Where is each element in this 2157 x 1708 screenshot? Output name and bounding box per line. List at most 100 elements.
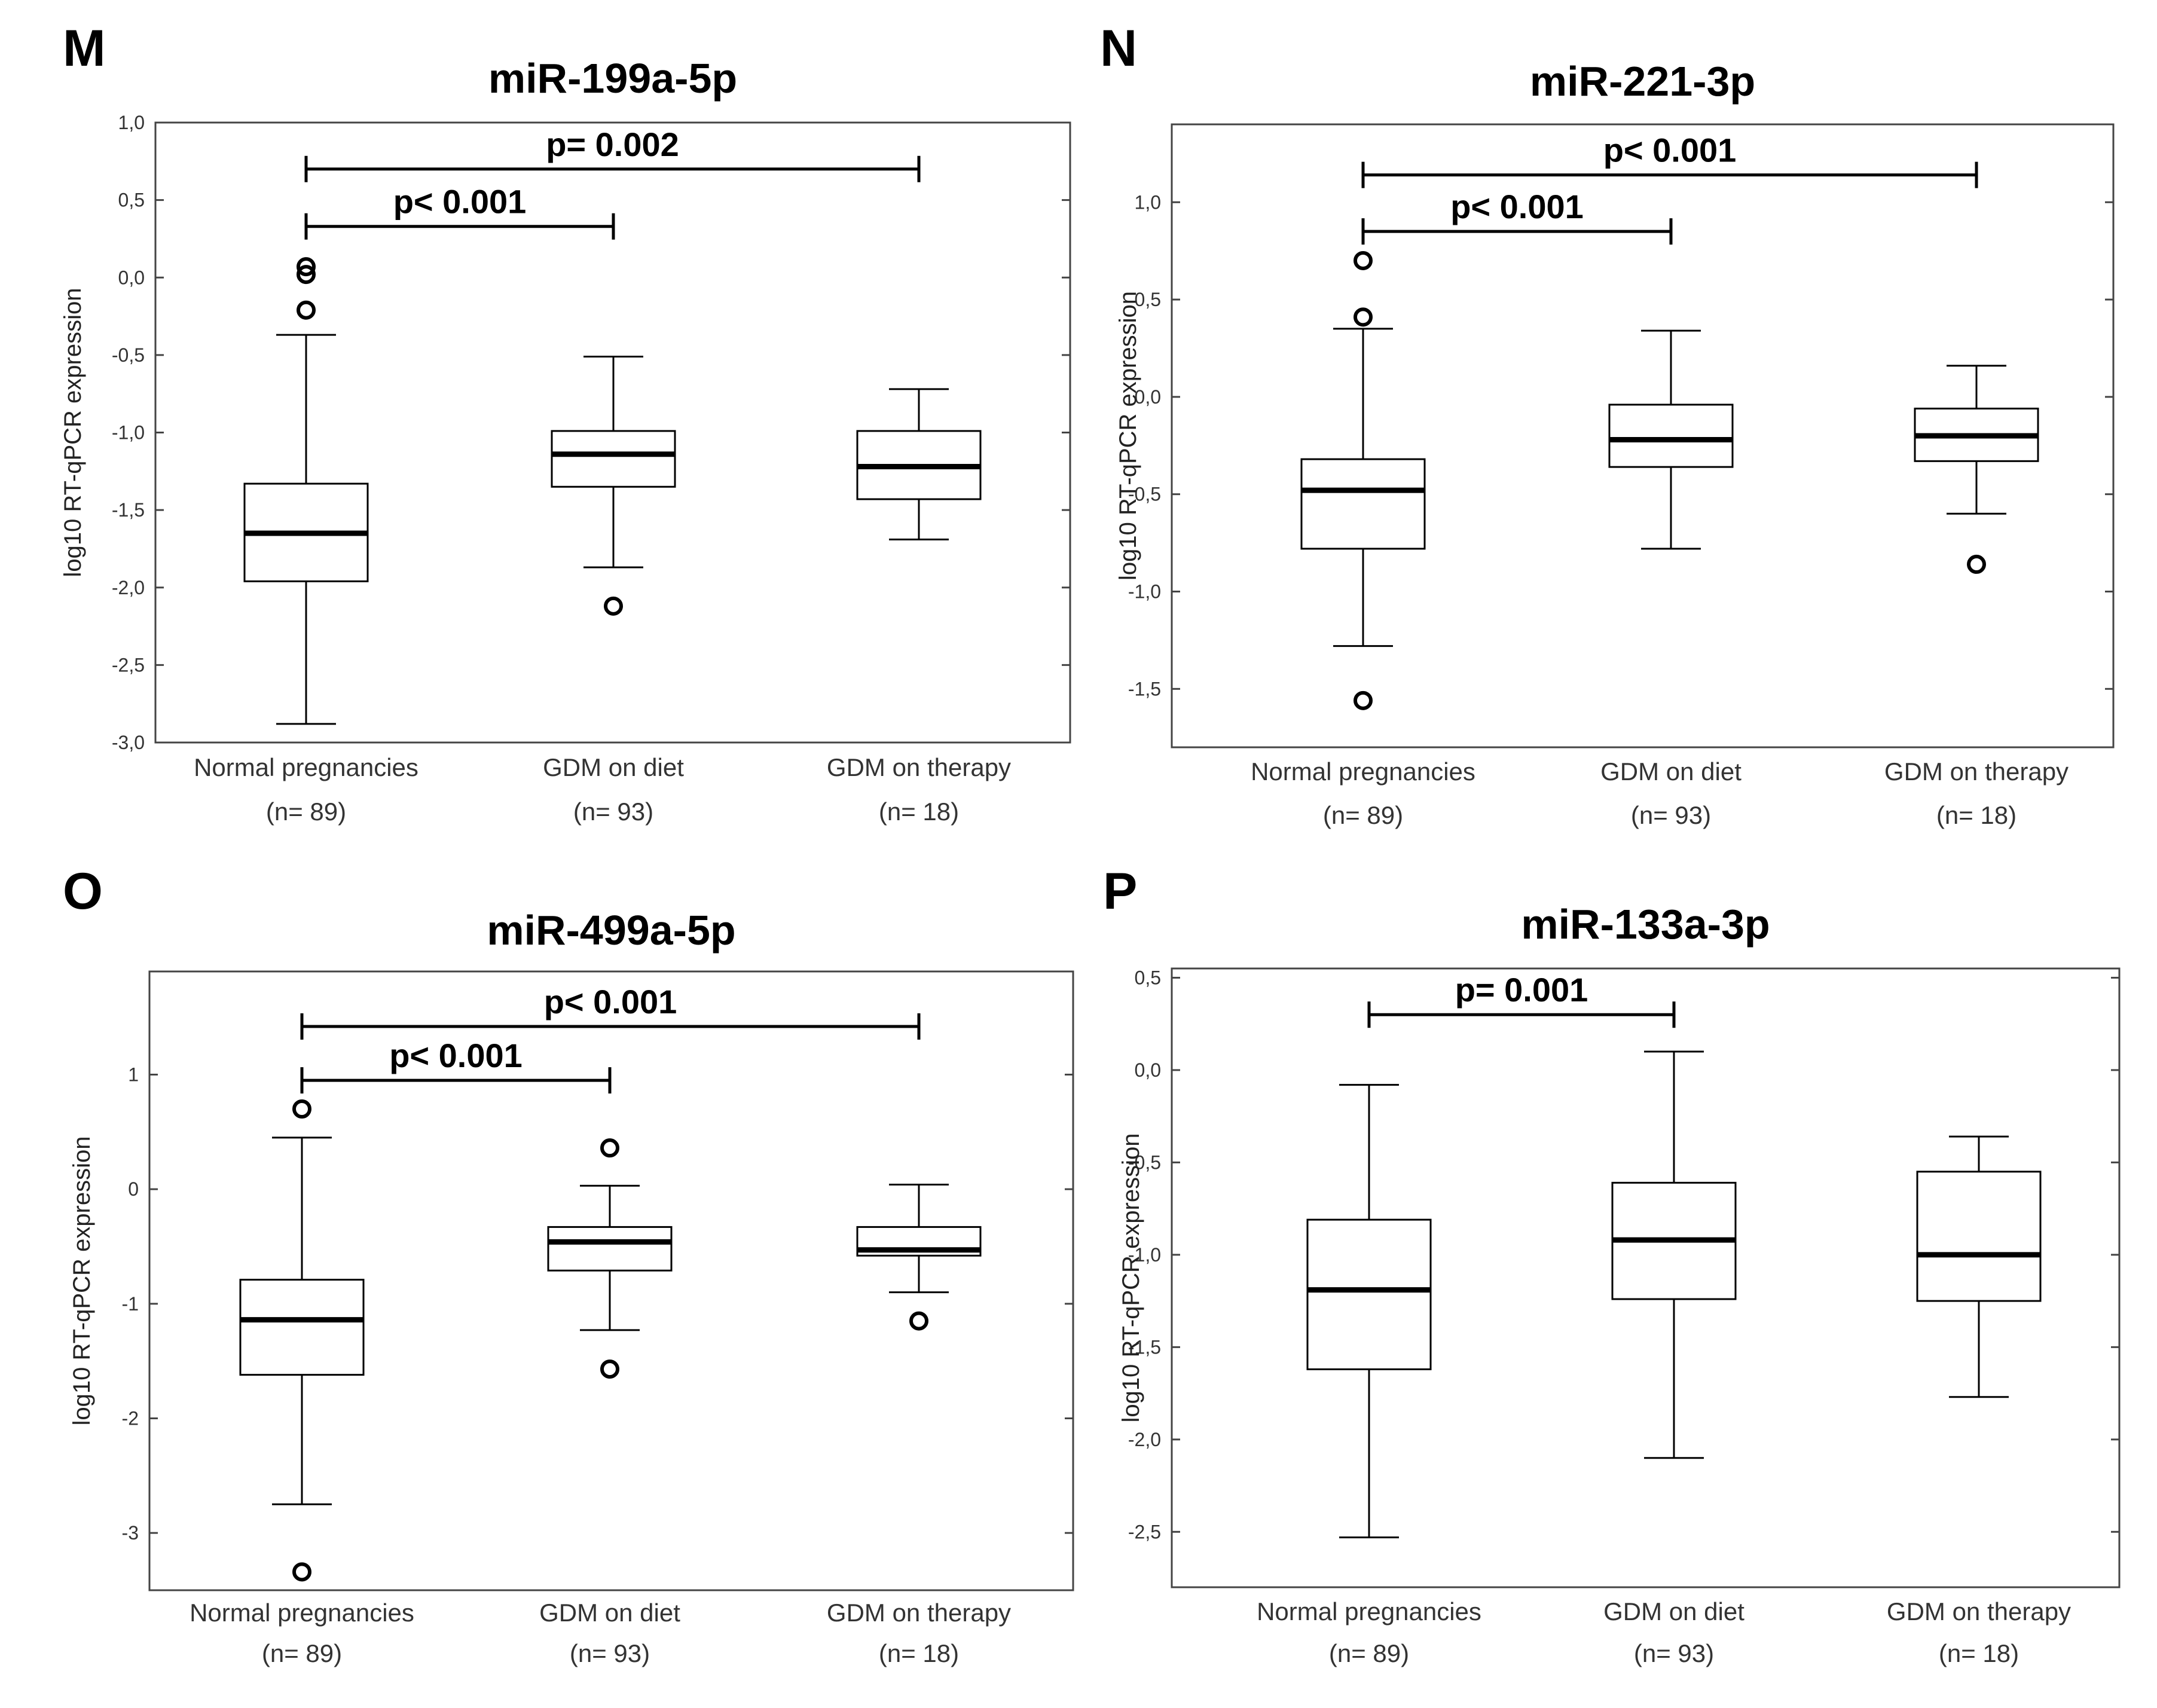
x-category-label: GDM on therapy bbox=[1884, 757, 2069, 786]
box-3 bbox=[1916, 1135, 2042, 1398]
x-category-label: GDM on therapy bbox=[1887, 1597, 2071, 1625]
x-category-label: GDM on diet bbox=[539, 1599, 680, 1627]
box-3 bbox=[856, 388, 982, 540]
significance-bracket: p< 0.001 bbox=[300, 1037, 612, 1094]
y-axis-label: log10 RT-qPCR expression bbox=[1118, 1133, 1144, 1423]
y-tick-label: 0,5 bbox=[118, 190, 145, 211]
sample-size-label: (n= 18) bbox=[879, 798, 959, 826]
y-tick-label: 1,0 bbox=[118, 112, 145, 133]
iqr-box bbox=[239, 1279, 365, 1376]
y-tick-label: -2 bbox=[122, 1408, 139, 1429]
y-tick-label: -1,0 bbox=[112, 422, 145, 444]
significance-bracket: p= 0.001 bbox=[1367, 971, 1676, 1028]
x-category-label: Normal pregnancies bbox=[190, 1599, 414, 1627]
x-category-label: Normal pregnancies bbox=[1251, 757, 1475, 786]
x-category-label: GDM on diet bbox=[543, 753, 684, 781]
panel-letter: O bbox=[63, 863, 103, 920]
significance-bracket: p< 0.001 bbox=[1361, 132, 1978, 188]
y-tick-label: 1 bbox=[128, 1064, 139, 1086]
iqr-box bbox=[1608, 404, 1734, 468]
y-tick-label: -2,5 bbox=[1128, 1521, 1161, 1542]
p-value-label: p= 0.001 bbox=[1455, 971, 1588, 1009]
y-axis-label: log10 RT-qPCR expression bbox=[1115, 291, 1141, 580]
outlier-point bbox=[297, 265, 316, 285]
outlier-point bbox=[1354, 307, 1373, 327]
iqr-box bbox=[551, 430, 676, 488]
outlier-point bbox=[297, 300, 316, 320]
y-tick-label: 0,5 bbox=[1135, 289, 1161, 310]
sample-size-label: (n= 18) bbox=[1936, 801, 2017, 829]
y-tick-label: -1,0 bbox=[1128, 581, 1161, 603]
y-tick-label: -0,5 bbox=[1128, 484, 1161, 505]
outlier-point bbox=[600, 1359, 619, 1379]
box-3 bbox=[856, 1184, 982, 1331]
sample-size-label: (n= 93) bbox=[1634, 1639, 1714, 1667]
outlier-point bbox=[1967, 554, 1986, 574]
x-category-label: GDM on therapy bbox=[827, 1599, 1011, 1627]
sample-size-label: (n= 93) bbox=[573, 798, 653, 826]
y-tick-label: -1,0 bbox=[1128, 1244, 1161, 1266]
iqr-box bbox=[547, 1226, 673, 1272]
outlier-point bbox=[1354, 690, 1373, 710]
y-tick-label: -2,0 bbox=[1128, 1429, 1161, 1450]
box-2 bbox=[547, 1138, 673, 1379]
box-1 bbox=[243, 257, 369, 725]
panel-letter: N bbox=[1100, 20, 1137, 77]
plot-frame bbox=[1171, 123, 2115, 748]
x-category-label: GDM on diet bbox=[1600, 757, 1742, 786]
plot-frame bbox=[148, 970, 1074, 1591]
x-category-label: Normal pregnancies bbox=[1257, 1597, 1481, 1625]
y-tick-label: 0,0 bbox=[1135, 1059, 1161, 1081]
p-value-label: p< 0.001 bbox=[393, 183, 527, 221]
outlier-point bbox=[292, 1562, 311, 1582]
box-2 bbox=[551, 355, 676, 616]
significance-bracket: p< 0.001 bbox=[304, 183, 615, 240]
y-tick-label: -2,5 bbox=[112, 654, 145, 676]
outlier-point bbox=[1354, 250, 1373, 270]
sample-size-label: (n= 89) bbox=[1329, 1639, 1409, 1667]
panel-letter: P bbox=[1103, 863, 1137, 920]
outlier-point bbox=[292, 1099, 311, 1119]
panel-letter: M bbox=[63, 20, 106, 77]
x-category-label: GDM on diet bbox=[1603, 1597, 1744, 1625]
y-tick-label: -2,0 bbox=[112, 577, 145, 598]
outlier-point bbox=[600, 1138, 619, 1158]
sample-size-label: (n= 18) bbox=[1939, 1639, 2019, 1667]
sample-size-label: (n= 89) bbox=[266, 798, 346, 826]
iqr-box bbox=[1306, 1218, 1432, 1370]
box-1 bbox=[239, 1099, 365, 1582]
outlier-point bbox=[909, 1311, 928, 1331]
y-tick-label: -1,5 bbox=[1128, 678, 1161, 699]
x-category-label: Normal pregnancies bbox=[194, 753, 418, 781]
y-tick-label: -3 bbox=[122, 1522, 139, 1544]
chart-title: miR-199a-5p bbox=[488, 55, 737, 102]
sample-size-label: (n= 89) bbox=[1323, 801, 1403, 829]
box-3 bbox=[1914, 365, 2039, 574]
y-tick-label: 0,0 bbox=[118, 267, 145, 288]
y-tick-label: -0,5 bbox=[112, 344, 145, 366]
y-axis-label: log10 RT-qPCR expression bbox=[60, 288, 86, 578]
chart-title: miR-133a-3p bbox=[1521, 901, 1770, 948]
y-tick-label: 0,5 bbox=[1135, 967, 1161, 988]
box-1 bbox=[1300, 250, 1426, 710]
p-value-label: p< 0.001 bbox=[544, 983, 677, 1020]
sample-size-label: (n= 18) bbox=[879, 1639, 959, 1667]
y-tick-label: -1 bbox=[122, 1293, 139, 1315]
box-2 bbox=[1608, 329, 1734, 550]
y-tick-label: 0,0 bbox=[1135, 386, 1161, 408]
y-tick-label: 0 bbox=[128, 1178, 139, 1200]
box-2 bbox=[1611, 1050, 1737, 1459]
chart-title: miR-221-3p bbox=[1530, 58, 1755, 105]
y-tick-label: -1,5 bbox=[112, 499, 145, 521]
p-value-label: p= 0.002 bbox=[546, 126, 679, 163]
box-1 bbox=[1306, 1084, 1432, 1539]
significance-bracket: p= 0.002 bbox=[304, 126, 921, 182]
x-category-label: GDM on therapy bbox=[827, 753, 1011, 781]
outlier-point bbox=[604, 596, 623, 616]
